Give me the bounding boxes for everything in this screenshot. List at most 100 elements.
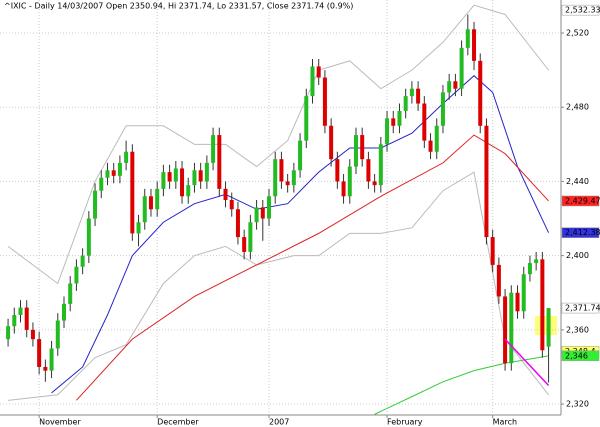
candle-body (74, 266, 79, 284)
candle-body (322, 77, 327, 126)
candle-body (459, 47, 464, 89)
y-tick-label: 2,440 (566, 177, 589, 186)
candle-body (186, 185, 191, 197)
candle-body (260, 207, 265, 219)
highlight-box (535, 316, 557, 335)
candle-body (527, 263, 532, 275)
candle-body (142, 196, 147, 223)
candle-body (515, 292, 520, 312)
candle-body (161, 172, 166, 189)
candle-body (447, 81, 452, 93)
candle-body (6, 326, 11, 340)
candle-body (291, 170, 296, 186)
candle-body (229, 199, 234, 210)
candle-body (124, 151, 129, 163)
candle-body (49, 348, 54, 371)
candle-body (55, 320, 60, 349)
candle-body (428, 140, 433, 152)
candle-body (360, 135, 365, 160)
candle-body (403, 96, 408, 111)
candle-body (347, 166, 352, 197)
candle-body (484, 125, 489, 238)
chart-title: ^IXIC - Daily 14/03/2007 Open 2350.94, H… (4, 2, 353, 11)
candle-body (117, 162, 122, 176)
candle-body (503, 296, 508, 364)
candle-body (434, 125, 439, 152)
candle-body (217, 135, 222, 189)
candle-body (211, 135, 216, 163)
candle-body (285, 181, 290, 186)
candle-body (496, 264, 501, 297)
candle-body (267, 196, 272, 219)
candle-body (304, 96, 309, 141)
candle-body (18, 307, 23, 316)
indicator-line (51, 75, 550, 394)
candle-body (534, 259, 539, 264)
candle-body (416, 88, 421, 104)
indicator-line (7, 4, 549, 285)
candle-body (298, 140, 303, 171)
candle-body (385, 118, 390, 145)
candle-body (310, 66, 315, 97)
candle-body (37, 339, 42, 367)
candle-body (465, 29, 470, 48)
candle-body (453, 81, 458, 89)
y-tick-label: 2,360 (566, 325, 589, 334)
price-label-box (561, 195, 600, 207)
candle-body (204, 162, 209, 182)
candle-body (521, 274, 526, 312)
price-label-box (561, 350, 600, 362)
candle-body (242, 237, 247, 252)
candle-body (254, 207, 259, 223)
candle-body (378, 144, 383, 186)
candle-body (136, 222, 141, 234)
indicator-line (76, 134, 549, 401)
price-label: 2,412.38 (565, 228, 600, 237)
candle-body (391, 118, 396, 126)
indicator-line (8, 171, 549, 401)
candle-body (180, 168, 185, 197)
x-tick-label: December (157, 418, 199, 427)
candle-body (341, 181, 346, 197)
candle-body (105, 170, 110, 178)
x-tick-label: November (39, 418, 81, 427)
candle-body (24, 307, 29, 330)
candle-body (372, 181, 377, 186)
price-label: 2,346 (565, 351, 588, 360)
candle-body (472, 29, 477, 61)
price-label: 2,371.74 (565, 304, 600, 313)
y-tick-label: 2,400 (566, 251, 589, 260)
candle-body (173, 168, 178, 182)
price-label: 2,532.33 (565, 6, 600, 15)
price-label-box (561, 4, 600, 16)
candle-body (68, 283, 73, 304)
y-tick-label: 2,520 (566, 29, 589, 38)
y-tick-label: 2,480 (566, 103, 589, 112)
candle-body (80, 255, 85, 267)
price-label-box (561, 302, 600, 314)
candle-body (490, 237, 495, 265)
candle-body (273, 159, 278, 197)
x-tick-label: 2007 (269, 418, 289, 427)
candle-body (30, 329, 35, 340)
candle-body (99, 177, 104, 191)
candle-body (248, 222, 253, 252)
candle-body (61, 303, 66, 321)
price-label-box (561, 227, 600, 238)
candle-body (546, 308, 551, 347)
candle-body (335, 159, 340, 182)
x-tick-label: March (493, 418, 517, 427)
candle-body (422, 103, 427, 141)
candle-body (440, 92, 445, 126)
candle-body (198, 170, 203, 182)
candle-body (279, 159, 284, 182)
candle-body (409, 88, 414, 97)
candle-body (86, 218, 91, 256)
candle-body (12, 315, 17, 327)
candle-body (223, 188, 228, 200)
candle-body (329, 125, 334, 160)
candle-body (167, 172, 172, 182)
candle-body (540, 259, 545, 351)
candle-body (353, 135, 358, 167)
